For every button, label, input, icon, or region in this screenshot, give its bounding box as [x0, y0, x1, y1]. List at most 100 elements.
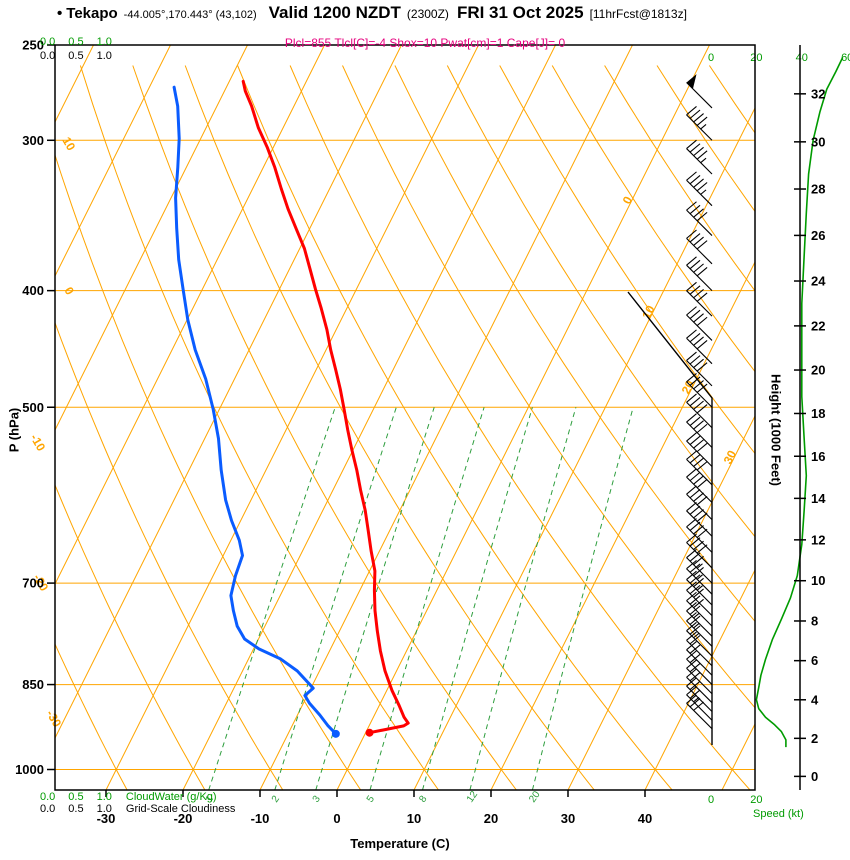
isotherm-label: 30 [721, 448, 740, 467]
wind-barb [686, 432, 713, 467]
mixing-ratio-value: 1 [204, 793, 216, 804]
height-tick-value: 12 [811, 532, 825, 547]
speed-tick-top: 20 [750, 52, 762, 64]
wind-barb [686, 329, 713, 365]
height-tick-value: 30 [811, 134, 825, 149]
wind-barb [686, 533, 713, 569]
speed-tick-top: 40 [796, 52, 808, 64]
dry-adiabat-line [499, 65, 755, 455]
mixing-ratio-value: 2 [270, 793, 282, 804]
mixing-ratio-value: 5 [365, 793, 377, 804]
isotherm-line [259, 45, 633, 790]
height-tick-value: 2 [811, 731, 818, 746]
speed-tick-top: 0 [708, 52, 714, 64]
isotherm-line [644, 568, 755, 790]
wind-barb [686, 641, 713, 676]
isotherm-label: 10 [639, 303, 658, 322]
height-tick-value: 0 [811, 769, 818, 784]
speed-tick-top: 60 [841, 52, 850, 64]
scale-value: 0.5 [68, 791, 84, 803]
wind-barb [686, 256, 713, 292]
wind-barb [686, 602, 713, 637]
wind-barb [686, 106, 713, 141]
dry-adiabat-line [551, 65, 755, 373]
cloudiness-axis-label: Grid-Scale Cloudiness [125, 803, 236, 815]
isotherm-line [336, 45, 710, 790]
wind-barb [686, 413, 713, 448]
isotherm-line [182, 45, 556, 790]
wind-barbs-column [627, 74, 713, 745]
wind-barb [686, 74, 713, 109]
surface-temperature-marker [365, 728, 374, 737]
dry-adiabat-line [55, 483, 206, 790]
isotherm-label: 0 [620, 194, 636, 207]
title-row: • Tekapo -44.005°,170.443° (43,102) Vali… [57, 3, 687, 23]
mixing-ratio-value: 8 [417, 793, 429, 804]
wind-barb [686, 450, 713, 486]
speed-profile: 0 20 40 60 0 20 [708, 52, 850, 806]
mixing-ratio-line [274, 407, 397, 790]
pressure-tick-value: 850 [22, 677, 44, 692]
height-tick-value: 14 [811, 491, 826, 506]
station-bullet-icon: • [57, 5, 63, 22]
wind-barb [686, 612, 713, 647]
wind-barb [686, 171, 713, 207]
height-tick-value: 20 [811, 363, 825, 378]
scale-value: 0.0 [40, 50, 56, 62]
wind-barb [686, 570, 713, 606]
surface-dewpoint-marker [331, 729, 340, 738]
cloudwater-axis-label: CloudWater (g/Kg) [125, 791, 217, 803]
isotherm-line [105, 45, 479, 790]
skewt-gridlines [55, 45, 755, 790]
dry-adiabat-line [446, 65, 755, 538]
scale-value: 0.5 [68, 803, 84, 815]
mixing-ratio-line [422, 407, 533, 790]
mixing-ratio-line [315, 407, 435, 790]
scale-value: 0.5 [68, 36, 84, 48]
temperature-tick-value: -20 [174, 811, 193, 826]
wind-barb [686, 281, 713, 317]
isotherm-line [567, 414, 755, 790]
temperature-tick-value: 0 [333, 811, 340, 826]
plot-border [54, 44, 756, 791]
temperature-tick-value: 10 [407, 811, 421, 826]
valid-time: Valid 1200 NZDT [268, 3, 401, 22]
dry-adiabat-line [55, 321, 284, 790]
wind-barb [686, 694, 713, 730]
dewpoint-trace [172, 85, 338, 736]
pressure-tick-value: 300 [22, 133, 44, 148]
dry-adiabat-line [394, 65, 755, 623]
wind-barb [686, 229, 713, 265]
wind-barb [686, 581, 713, 617]
dry-adiabat-line [55, 642, 128, 790]
scale-value: 1.0 [96, 36, 112, 48]
wind-barb [686, 502, 713, 537]
pressure-tick-value: 250 [22, 38, 44, 53]
scale-value: 1.0 [96, 803, 112, 815]
mixing-ratio-line [369, 407, 485, 790]
cloudwater-scale-top: 0.0 0.5 1.0 [40, 36, 125, 48]
wind-barb [686, 659, 713, 695]
height-tick-value: 10 [811, 573, 825, 588]
mixing-ratio-value: 12 [465, 789, 481, 805]
adiabat-label: 10 [59, 135, 78, 154]
pressure-tick-value: 500 [22, 400, 44, 415]
isotherm-line [55, 45, 325, 586]
valid-date: FRI 31 Oct 2025 [456, 3, 584, 22]
mixing-ratio-value: 3 [311, 793, 323, 804]
wind-barb [686, 306, 713, 341]
mixing-ratio-line [531, 407, 634, 790]
height-tick-value: 26 [811, 228, 825, 243]
valid-time-utc: (2300Z) [406, 7, 449, 21]
wind-barb [686, 650, 713, 685]
dry-adiabat-line [132, 65, 517, 790]
wind-barb [686, 685, 713, 721]
height-tick-value: 22 [811, 318, 825, 333]
wind-barb [686, 373, 713, 408]
height-tick-value: 4 [811, 692, 819, 707]
